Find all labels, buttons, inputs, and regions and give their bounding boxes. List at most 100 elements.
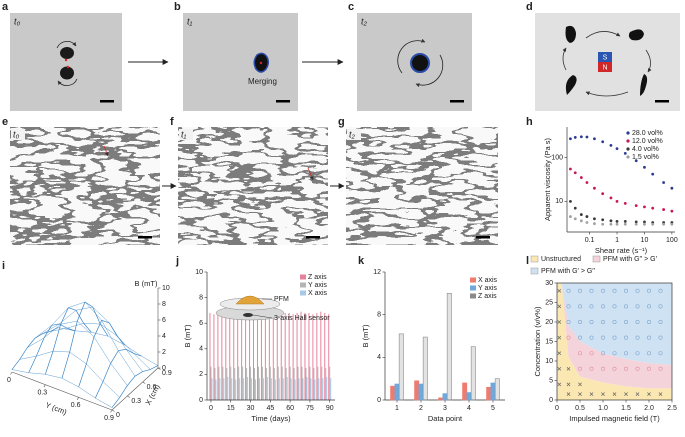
bar — [209, 312, 211, 400]
bar — [329, 366, 331, 400]
specimen — [565, 25, 576, 43]
x-tick-label: 4 — [467, 405, 471, 412]
bar — [260, 311, 262, 400]
legend-label: PFM with G′ > G′′ — [541, 268, 596, 275]
y-tick-label: 15 — [545, 338, 553, 345]
x-tick-label: 30 — [247, 405, 255, 412]
circle-marker — [577, 319, 582, 324]
circle-marker — [589, 335, 594, 340]
bar — [223, 378, 225, 400]
x-tick-label: 90 — [326, 405, 334, 412]
image-g: t₂ — [346, 127, 498, 245]
data-point — [615, 199, 619, 203]
bar — [438, 397, 444, 401]
bar — [305, 368, 307, 400]
data-point — [623, 151, 627, 155]
bar — [306, 376, 308, 400]
x-tick-label: 2.5 — [667, 405, 677, 412]
bar — [414, 380, 420, 401]
y-tick-label: 4 — [377, 354, 381, 361]
label-bg — [347, 129, 361, 140]
bar — [320, 311, 322, 400]
circle-marker — [566, 335, 571, 340]
data-point — [623, 201, 627, 205]
cross-marker — [566, 382, 571, 387]
region — [557, 283, 672, 389]
bar — [418, 383, 424, 401]
image-b: t₁ Merging — [183, 13, 298, 111]
y-tick-label: 0.6 — [71, 402, 81, 409]
bar — [255, 379, 256, 400]
data-point — [601, 222, 605, 226]
bar — [277, 366, 279, 400]
bar — [301, 366, 303, 400]
circle-marker — [646, 335, 651, 340]
circle-marker — [623, 335, 628, 340]
scale-bar — [450, 100, 464, 103]
bar — [297, 366, 299, 400]
y-tick-label: 30 — [545, 280, 553, 287]
x-tick-label: 0.9 — [162, 370, 172, 377]
bar — [217, 312, 219, 400]
circle-marker — [589, 366, 594, 371]
legend-swatch — [470, 285, 476, 291]
bar — [239, 378, 241, 400]
circle-marker — [646, 319, 651, 324]
x-tick-label: 0 — [209, 405, 213, 412]
bar — [226, 368, 228, 400]
bar — [258, 378, 260, 400]
data-point — [662, 222, 666, 226]
bar — [256, 312, 258, 400]
y-tick-label: 10 — [545, 358, 553, 365]
surface-line — [50, 323, 151, 370]
bar — [282, 378, 284, 400]
y-tick-label: 4 — [199, 346, 203, 353]
circle-marker — [612, 351, 617, 356]
circle-marker — [600, 366, 605, 371]
panel-letter: c — [348, 1, 354, 13]
image-f: t₁ — [178, 127, 328, 245]
y-tick-label: 10 — [555, 198, 563, 205]
data-point — [643, 165, 646, 169]
circle-marker — [566, 304, 571, 309]
circle-marker — [623, 304, 628, 309]
scale-bar — [476, 236, 490, 239]
circle-marker — [600, 288, 605, 293]
y-tick-label: 0 — [7, 377, 11, 384]
bar — [298, 378, 300, 400]
scale-bar — [306, 236, 320, 239]
data-point — [579, 176, 583, 179]
bar — [318, 378, 320, 400]
data-point — [609, 144, 613, 147]
data-point — [643, 205, 646, 209]
image-d: S N — [535, 13, 680, 111]
panel-letter: i — [2, 260, 5, 272]
panel-letter: l — [526, 255, 529, 267]
x-tick-label: 1 — [615, 237, 619, 244]
bar — [210, 366, 212, 400]
bar — [247, 376, 249, 400]
data-point — [662, 181, 666, 184]
y-tick-label: 25 — [545, 299, 553, 306]
bar — [227, 376, 229, 400]
circle-marker — [577, 366, 582, 371]
legend-swatch — [592, 255, 601, 263]
bar — [238, 366, 240, 400]
magnet-s — [598, 52, 612, 62]
bar — [222, 366, 224, 400]
panel-letter: k — [358, 255, 365, 267]
magnet-n — [598, 62, 612, 72]
legend-marker — [626, 155, 630, 159]
surface-line — [11, 369, 113, 408]
y-tick — [43, 384, 46, 388]
data-point — [670, 209, 674, 213]
marker — [66, 65, 70, 69]
cross-marker — [557, 320, 562, 324]
y-tick-label: 0 — [377, 397, 381, 404]
y-tick-label: 12 — [373, 269, 381, 276]
y-tick-label: 0.9 — [104, 415, 114, 422]
label-bg — [179, 129, 193, 140]
data-point — [601, 218, 605, 222]
bar — [234, 368, 236, 400]
